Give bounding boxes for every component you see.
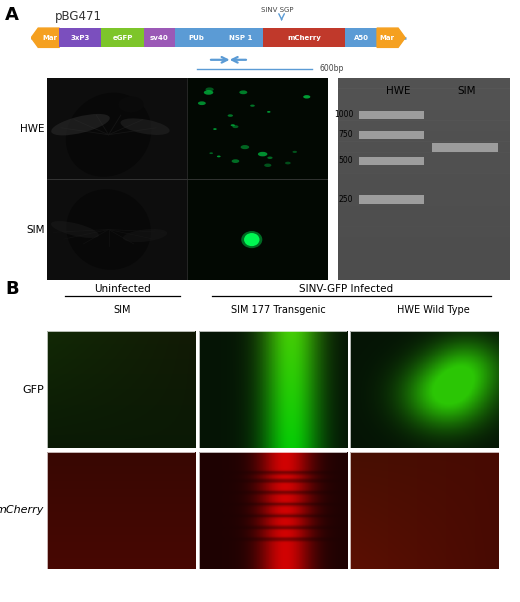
Text: 500: 500 [339, 157, 354, 166]
Bar [359, 111, 424, 119]
Ellipse shape [51, 114, 110, 135]
Bar [338, 269, 510, 280]
Ellipse shape [204, 90, 213, 95]
Ellipse shape [292, 150, 297, 153]
Text: Mar: Mar [380, 35, 394, 41]
Ellipse shape [51, 221, 99, 238]
Text: 600bp: 600bp [319, 64, 343, 73]
Ellipse shape [303, 95, 310, 99]
Text: SINV SGP: SINV SGP [261, 7, 293, 13]
Ellipse shape [285, 162, 291, 164]
Bar [338, 141, 510, 152]
Ellipse shape [119, 96, 144, 113]
Text: mCherry: mCherry [0, 505, 44, 515]
Bar [59, 28, 101, 48]
Text: pBG471: pBG471 [55, 10, 101, 23]
Bar [338, 131, 510, 142]
Text: Mar: Mar [42, 35, 57, 41]
Bar [338, 216, 510, 227]
Bar [359, 157, 424, 166]
Ellipse shape [198, 101, 206, 105]
Text: SIM: SIM [458, 86, 476, 96]
Text: sv40: sv40 [150, 35, 169, 41]
Bar [338, 88, 510, 99]
Ellipse shape [267, 111, 270, 113]
Ellipse shape [213, 128, 217, 130]
Text: 3xP3: 3xP3 [71, 35, 90, 41]
Text: mCherry: mCherry [288, 35, 321, 41]
Text: GFP: GFP [23, 385, 44, 395]
Polygon shape [377, 28, 405, 48]
Polygon shape [31, 28, 59, 48]
Text: NSP 1: NSP 1 [229, 35, 252, 41]
Bar [338, 120, 510, 131]
Ellipse shape [217, 155, 220, 157]
Text: A: A [5, 6, 19, 24]
Text: SIM 177 Transgenic: SIM 177 Transgenic [230, 305, 326, 315]
Bar [359, 131, 424, 139]
Bar [338, 258, 510, 269]
Bar [338, 99, 510, 110]
Ellipse shape [241, 231, 262, 248]
Bar [338, 173, 510, 184]
Bar [338, 247, 510, 259]
Bar [338, 78, 510, 89]
Text: 750: 750 [339, 130, 354, 139]
Bar [345, 28, 377, 48]
Bar [433, 143, 498, 152]
Bar [338, 205, 510, 216]
Ellipse shape [121, 119, 170, 135]
Ellipse shape [264, 164, 271, 167]
Bar [101, 28, 144, 48]
Bar [338, 163, 510, 174]
Ellipse shape [258, 152, 267, 157]
Ellipse shape [67, 189, 151, 270]
Ellipse shape [123, 229, 167, 242]
Text: A50: A50 [354, 35, 369, 41]
Bar [338, 226, 510, 237]
Ellipse shape [231, 124, 235, 126]
Ellipse shape [210, 152, 213, 154]
Text: SIM: SIM [113, 305, 131, 315]
Ellipse shape [239, 90, 248, 95]
Bar [338, 67, 510, 78]
Bar [338, 152, 510, 163]
Ellipse shape [244, 233, 259, 246]
Text: HWE Wild Type: HWE Wild Type [397, 305, 470, 315]
Text: eGFP: eGFP [112, 35, 133, 41]
Bar [144, 28, 175, 48]
Ellipse shape [231, 160, 239, 163]
Ellipse shape [232, 125, 239, 128]
Bar [217, 28, 263, 48]
Text: SIM: SIM [26, 225, 45, 235]
Bar [338, 184, 510, 195]
Ellipse shape [205, 87, 214, 92]
Text: 1000: 1000 [334, 110, 354, 119]
Bar [187, 78, 328, 280]
Ellipse shape [228, 114, 233, 117]
Text: Uninfected: Uninfected [94, 284, 151, 294]
Text: SINV-GFP Infected: SINV-GFP Infected [300, 284, 394, 294]
Ellipse shape [250, 105, 255, 107]
Ellipse shape [267, 157, 272, 159]
Ellipse shape [241, 145, 249, 149]
Text: HWE: HWE [20, 123, 45, 134]
Text: PUb: PUb [188, 35, 204, 41]
Text: 250: 250 [339, 195, 354, 203]
Bar [263, 28, 345, 48]
Ellipse shape [66, 93, 151, 177]
Bar [175, 28, 217, 48]
Text: B: B [5, 280, 19, 298]
Text: HWE: HWE [386, 86, 410, 96]
Bar [359, 195, 424, 203]
Bar [338, 194, 510, 206]
Bar [338, 237, 510, 248]
Bar [47, 78, 187, 280]
Bar [338, 110, 510, 121]
